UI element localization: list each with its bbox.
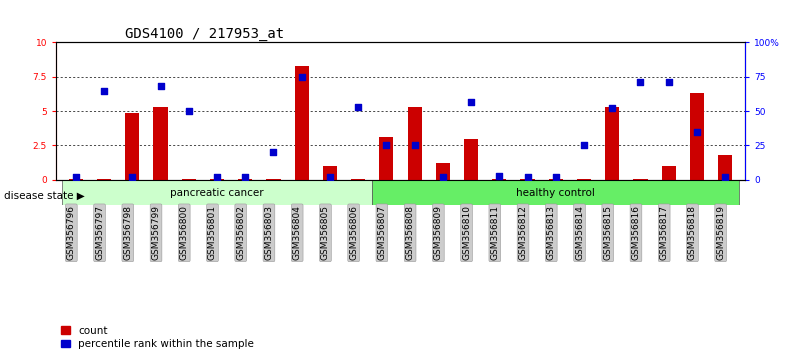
Bar bbox=[464, 139, 478, 180]
Text: GSM356799: GSM356799 bbox=[151, 205, 160, 260]
Text: GSM356816: GSM356816 bbox=[631, 205, 641, 260]
Point bbox=[409, 143, 421, 148]
Text: GSM356797: GSM356797 bbox=[95, 205, 104, 260]
Point bbox=[578, 143, 590, 148]
Text: GSM356803: GSM356803 bbox=[264, 205, 273, 260]
Text: GSM356810: GSM356810 bbox=[462, 205, 471, 260]
Bar bbox=[323, 166, 337, 180]
Bar bbox=[182, 179, 195, 180]
Text: GSM356806: GSM356806 bbox=[349, 205, 358, 260]
Point bbox=[549, 174, 562, 180]
Bar bbox=[62, 180, 372, 205]
Bar bbox=[521, 179, 534, 180]
Text: GSM356798: GSM356798 bbox=[123, 205, 132, 260]
Point bbox=[437, 174, 449, 180]
Point bbox=[211, 174, 223, 180]
Bar bbox=[606, 107, 619, 180]
Point bbox=[296, 74, 308, 80]
Point bbox=[70, 174, 83, 180]
Bar bbox=[662, 166, 676, 180]
Bar bbox=[690, 93, 704, 180]
Bar bbox=[238, 179, 252, 180]
Point bbox=[662, 80, 675, 85]
Text: GSM356819: GSM356819 bbox=[716, 205, 725, 260]
Point bbox=[324, 174, 336, 180]
Point bbox=[267, 149, 280, 155]
Bar bbox=[210, 179, 224, 180]
Text: GSM356802: GSM356802 bbox=[236, 205, 245, 260]
Bar bbox=[718, 155, 732, 180]
Point bbox=[126, 174, 139, 180]
Text: GSM356796: GSM356796 bbox=[66, 205, 76, 260]
Text: disease state ▶: disease state ▶ bbox=[4, 191, 85, 201]
Text: pancreatic cancer: pancreatic cancer bbox=[170, 188, 264, 198]
Bar bbox=[295, 66, 308, 180]
Text: GSM356801: GSM356801 bbox=[208, 205, 217, 260]
Text: GSM356817: GSM356817 bbox=[660, 205, 669, 260]
Bar bbox=[408, 107, 421, 180]
Text: healthy control: healthy control bbox=[517, 188, 595, 198]
Bar bbox=[372, 180, 739, 205]
Text: GSM356809: GSM356809 bbox=[434, 205, 443, 260]
Text: GSM356808: GSM356808 bbox=[405, 205, 415, 260]
Bar bbox=[380, 137, 393, 180]
Point bbox=[352, 104, 364, 110]
Point bbox=[521, 174, 534, 180]
Text: GSM356807: GSM356807 bbox=[377, 205, 386, 260]
Bar bbox=[267, 179, 280, 180]
Text: GSM356805: GSM356805 bbox=[321, 205, 330, 260]
Point bbox=[690, 129, 703, 135]
Point bbox=[465, 99, 477, 104]
Point bbox=[154, 84, 167, 89]
Bar bbox=[154, 107, 167, 180]
Bar bbox=[577, 179, 591, 180]
Text: GSM356814: GSM356814 bbox=[575, 205, 584, 260]
Point bbox=[239, 174, 252, 180]
Text: GSM356811: GSM356811 bbox=[490, 205, 499, 260]
Point bbox=[606, 105, 618, 111]
Point bbox=[634, 80, 647, 85]
Point bbox=[493, 173, 505, 178]
Legend: count, percentile rank within the sample: count, percentile rank within the sample bbox=[62, 326, 254, 349]
Text: GDS4100 / 217953_at: GDS4100 / 217953_at bbox=[125, 28, 284, 41]
Point bbox=[183, 108, 195, 114]
Bar bbox=[493, 179, 506, 180]
Point bbox=[98, 88, 111, 93]
Text: GSM356818: GSM356818 bbox=[688, 205, 697, 260]
Text: GSM356812: GSM356812 bbox=[518, 205, 528, 260]
Bar bbox=[436, 163, 450, 180]
Bar bbox=[351, 179, 365, 180]
Text: GSM356804: GSM356804 bbox=[292, 205, 302, 260]
Text: GSM356815: GSM356815 bbox=[603, 205, 612, 260]
Text: GSM356800: GSM356800 bbox=[179, 205, 189, 260]
Bar bbox=[125, 113, 139, 180]
Bar bbox=[97, 179, 111, 180]
Bar bbox=[634, 179, 647, 180]
Text: GSM356813: GSM356813 bbox=[547, 205, 556, 260]
Point bbox=[718, 174, 731, 180]
Point bbox=[380, 143, 392, 148]
Bar bbox=[69, 179, 83, 180]
Bar bbox=[549, 179, 563, 180]
